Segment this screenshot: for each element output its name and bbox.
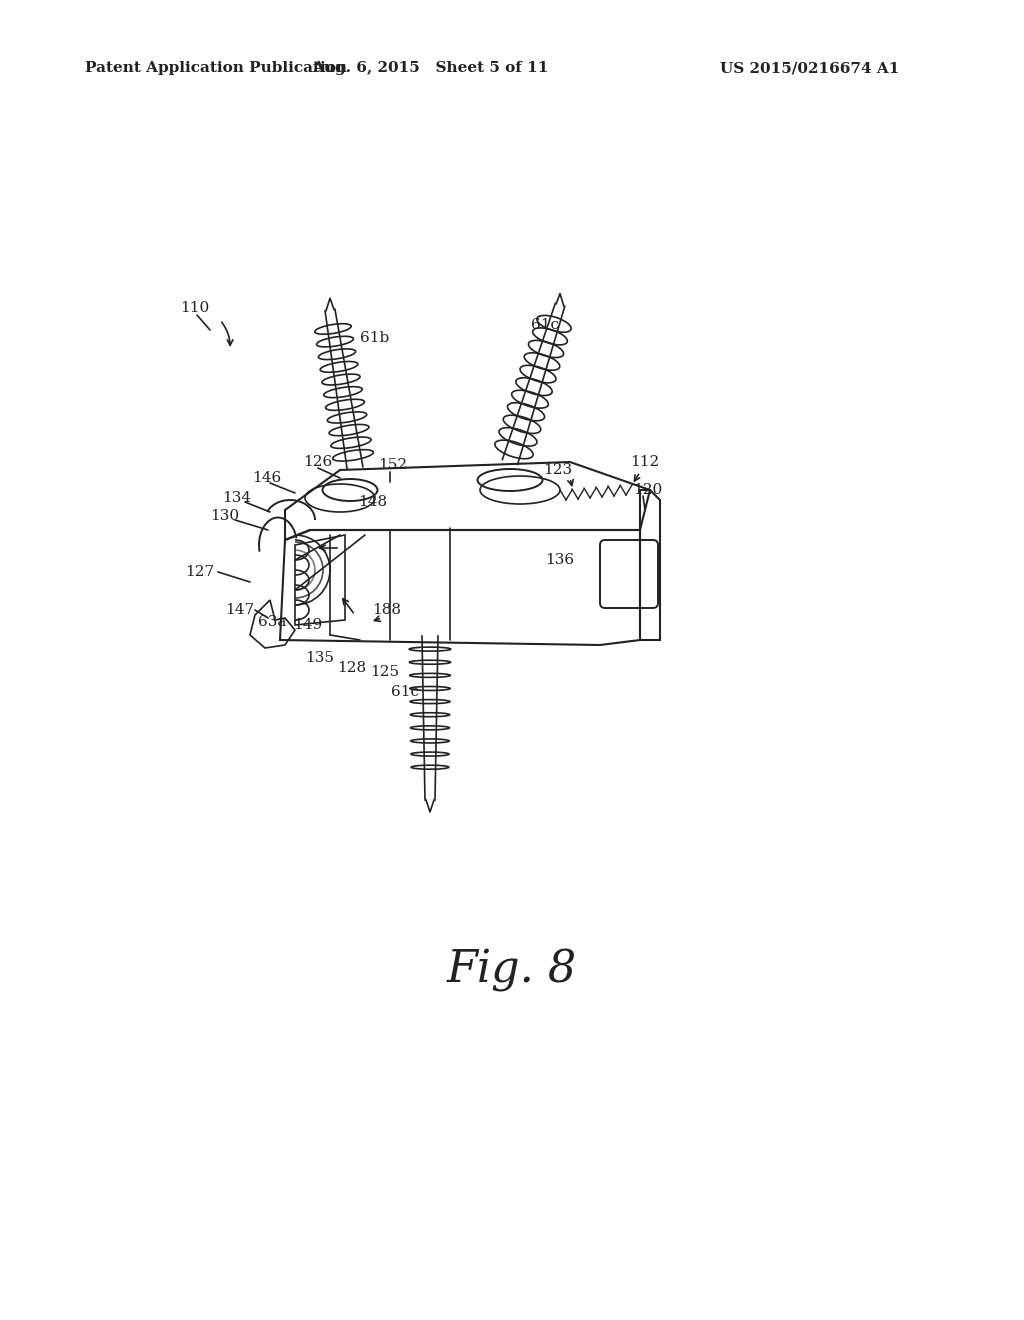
Text: 61b: 61b <box>360 331 389 345</box>
Text: 126: 126 <box>303 455 333 469</box>
Text: 63a: 63a <box>258 615 286 630</box>
Text: 136: 136 <box>546 553 574 568</box>
Text: 134: 134 <box>222 491 252 506</box>
Text: 61c: 61c <box>391 685 419 700</box>
Text: 110: 110 <box>180 301 210 315</box>
Text: 128: 128 <box>338 661 367 675</box>
Text: Patent Application Publication: Patent Application Publication <box>85 61 347 75</box>
Text: 61c: 61c <box>531 318 559 333</box>
Text: 149: 149 <box>293 618 323 632</box>
Text: 112: 112 <box>631 455 659 469</box>
Text: 148: 148 <box>358 495 387 510</box>
Text: 146: 146 <box>252 471 282 484</box>
Text: 147: 147 <box>225 603 255 616</box>
Text: US 2015/0216674 A1: US 2015/0216674 A1 <box>720 61 899 75</box>
Text: 135: 135 <box>305 651 335 665</box>
Text: 130: 130 <box>211 510 240 523</box>
Text: 120: 120 <box>634 483 663 498</box>
Text: 127: 127 <box>185 565 215 579</box>
Text: Aug. 6, 2015   Sheet 5 of 11: Aug. 6, 2015 Sheet 5 of 11 <box>312 61 548 75</box>
Text: Fig. 8: Fig. 8 <box>446 948 578 991</box>
Text: 152: 152 <box>379 458 408 473</box>
Text: 125: 125 <box>371 665 399 678</box>
Text: 123: 123 <box>544 463 572 477</box>
Text: 188: 188 <box>373 603 401 616</box>
